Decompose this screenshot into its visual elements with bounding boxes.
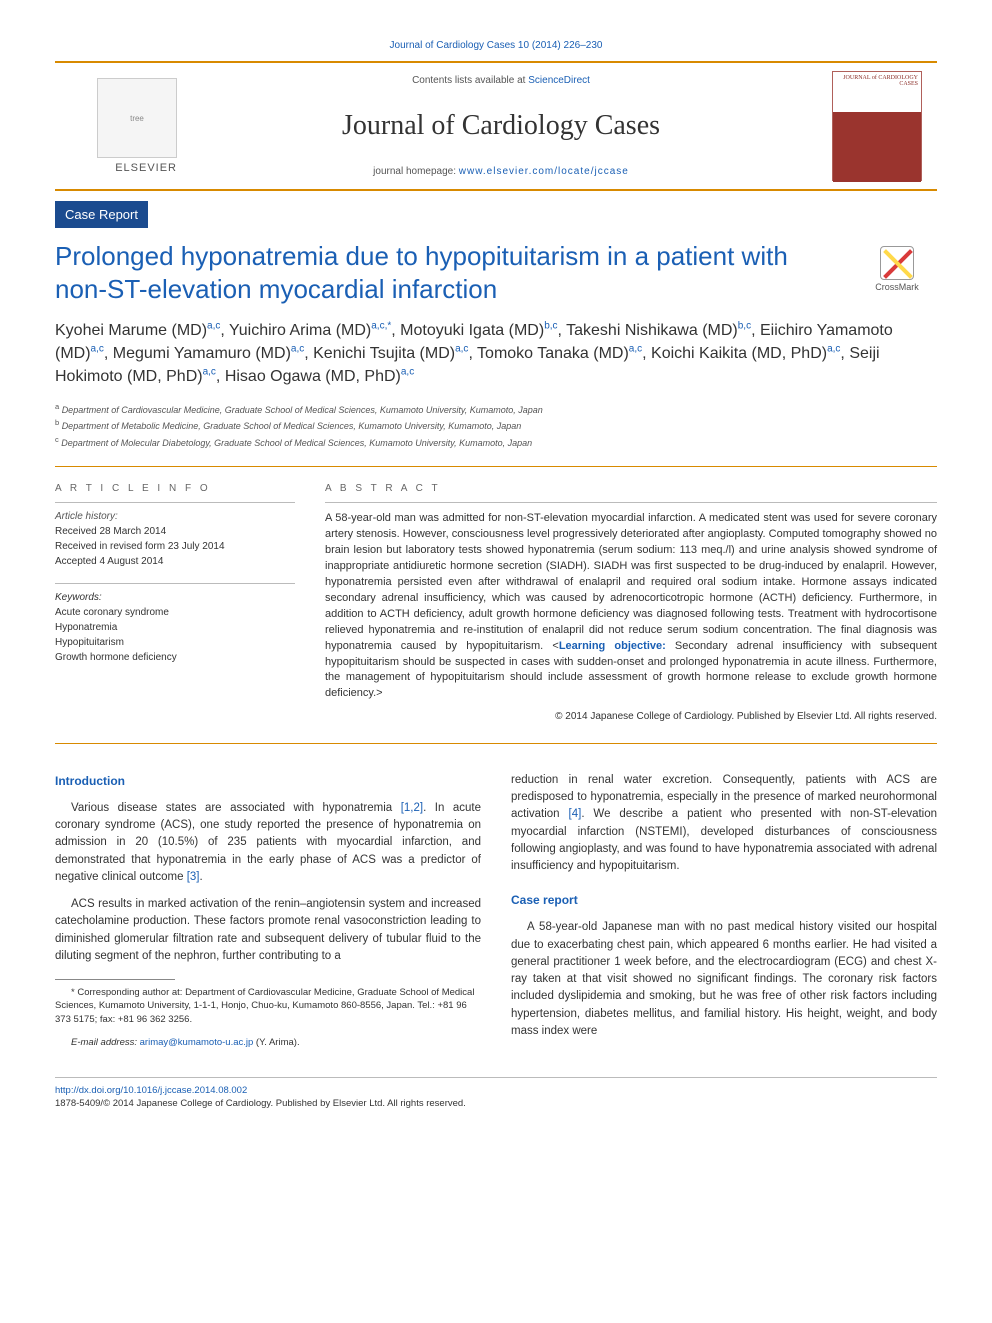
crossmark-label: CrossMark — [857, 282, 937, 292]
journal-cover-thumbnail: JOURNAL of CARDIOLOGY CASES — [832, 71, 922, 181]
abstract-text: A 58-year-old man was admitted for non-S… — [325, 502, 937, 725]
article-type-label: Case Report — [55, 201, 148, 228]
article-title[interactable]: Prolonged hyponatremia due to hypopituit… — [55, 240, 837, 305]
abstract-heading: A B S T R A C T — [325, 483, 937, 494]
keyword-1: Acute coronary syndrome — [55, 607, 169, 618]
corresponding-author-footnote: * Corresponding author at: Department of… — [55, 986, 481, 1026]
article-history: Article history: Received 28 March 2014 … — [55, 502, 295, 569]
keyword-2: Hyponatremia — [55, 622, 117, 633]
contents-available-line: Contents lists available at ScienceDirec… — [195, 75, 807, 86]
article-info-heading: A R T I C L E I N F O — [55, 483, 295, 494]
learning-objective-label: Learning objective: — [559, 640, 666, 652]
affiliations: a Department of Cardiovascular Medicine,… — [55, 401, 937, 468]
contents-prefix: Contents lists available at — [412, 75, 528, 86]
affiliation-c: c Department of Molecular Diabetology, G… — [55, 434, 937, 451]
history-accepted: Accepted 4 August 2014 — [55, 556, 163, 567]
journal-name: Journal of Cardiology Cases — [195, 110, 807, 142]
top-citation: Journal of Cardiology Cases 10 (2014) 22… — [55, 40, 937, 51]
crossmark-badge[interactable]: CrossMark — [857, 246, 937, 292]
elsevier-tree-icon: tree — [97, 78, 177, 158]
footnote-separator — [55, 979, 175, 980]
intro-paragraph-2: ACS results in marked activation of the … — [55, 896, 481, 965]
page-footer: http://dx.doi.org/10.1016/j.jccase.2014.… — [55, 1077, 937, 1111]
article-info-panel: A R T I C L E I N F O Article history: R… — [55, 483, 295, 725]
introduction-heading: Introduction — [55, 772, 481, 790]
history-revised: Received in revised form 23 July 2014 — [55, 541, 225, 552]
affiliation-b: b Department of Metabolic Medicine, Grad… — [55, 417, 937, 434]
article-body: Introduction Various disease states are … — [55, 772, 937, 1055]
cover-title: JOURNAL of CARDIOLOGY CASES — [833, 72, 921, 112]
publisher-name: ELSEVIER — [115, 162, 177, 174]
keywords-label: Keywords: — [55, 592, 102, 603]
ref-4[interactable]: [4] — [569, 808, 582, 820]
author-list: Kyohei Marume (MD)a,c, Yuichiro Arima (M… — [55, 319, 937, 389]
publisher-block: tree ELSEVIER — [55, 63, 185, 189]
intro-paragraph-1: Various disease states are associated wi… — [55, 800, 481, 886]
sciencedirect-link[interactable]: ScienceDirect — [528, 75, 590, 86]
masthead: tree ELSEVIER Contents lists available a… — [55, 61, 937, 191]
ref-3[interactable]: [3] — [187, 871, 200, 883]
keyword-4: Growth hormone deficiency — [55, 652, 177, 663]
keyword-3: Hypopituitarism — [55, 637, 124, 648]
corresponding-email-link[interactable]: arimay@kumamoto-u.ac.jp — [140, 1037, 254, 1048]
journal-homepage-link[interactable]: www.elsevier.com/locate/jccase — [459, 166, 629, 177]
case-report-heading: Case report — [511, 891, 937, 909]
history-label: Article history: — [55, 511, 118, 522]
history-received: Received 28 March 2014 — [55, 526, 166, 537]
email-footnote: E-mail address: arimay@kumamoto-u.ac.jp … — [55, 1036, 481, 1049]
abstract-body: A 58-year-old man was admitted for non-S… — [325, 512, 937, 652]
case-paragraph-1: A 58-year-old Japanese man with no past … — [511, 919, 937, 1040]
keywords-block: Keywords: Acute coronary syndrome Hypona… — [55, 583, 295, 665]
doi-link[interactable]: http://dx.doi.org/10.1016/j.jccase.2014.… — [55, 1085, 247, 1096]
journal-homepage-line: journal homepage: www.elsevier.com/locat… — [195, 166, 807, 177]
col2-continuation: reduction in renal water excretion. Cons… — [511, 772, 937, 876]
homepage-prefix: journal homepage: — [373, 166, 459, 177]
crossmark-icon — [880, 246, 914, 280]
affiliation-a: a Department of Cardiovascular Medicine,… — [55, 401, 937, 418]
abstract-panel: A B S T R A C T A 58-year-old man was ad… — [325, 483, 937, 725]
abstract-copyright: © 2014 Japanese College of Cardiology. P… — [325, 710, 937, 725]
ref-1-2[interactable]: [1,2] — [401, 802, 423, 814]
footer-copyright: 1878-5409/© 2014 Japanese College of Car… — [55, 1098, 466, 1109]
